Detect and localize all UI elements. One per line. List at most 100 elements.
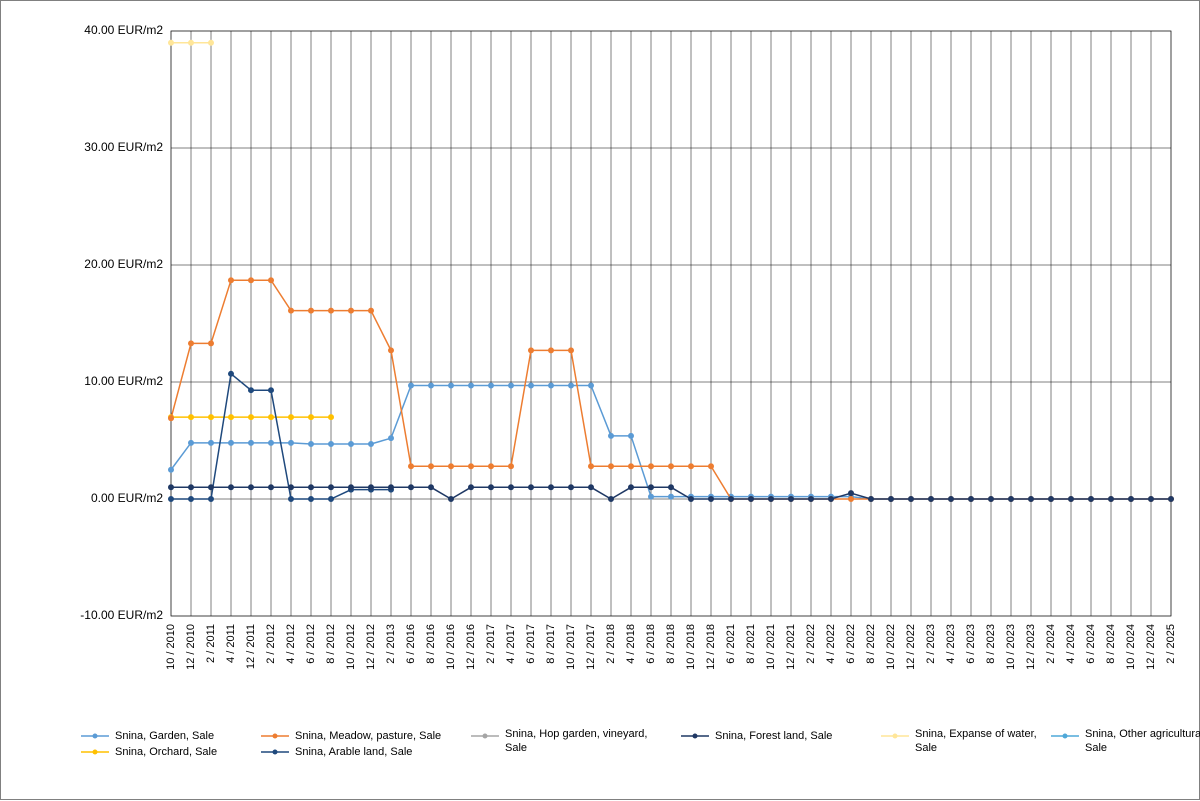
- x-axis-label: 12 / 2023: [1025, 624, 1037, 670]
- series-marker: [1129, 497, 1134, 502]
- series-marker: [169, 467, 174, 472]
- legend-label: Snina, Orchard, Sale: [115, 746, 217, 758]
- series-marker: [209, 341, 214, 346]
- x-axis-label: 10 / 2018: [685, 624, 697, 670]
- series-marker: [269, 485, 274, 490]
- series-marker: [389, 348, 394, 353]
- series-marker: [209, 497, 214, 502]
- x-axis-label: 10 / 2017: [565, 624, 577, 670]
- series-marker: [209, 415, 214, 420]
- series-marker: [169, 40, 174, 45]
- series-marker: [929, 497, 934, 502]
- x-axis-label: 6 / 2016: [405, 624, 417, 664]
- x-axis-label: 4 / 2023: [945, 624, 957, 664]
- series-marker: [189, 341, 194, 346]
- series-marker: [189, 415, 194, 420]
- series-marker: [469, 383, 474, 388]
- legend-label: Snina, Arable land, Sale: [295, 746, 412, 758]
- series-marker: [829, 497, 834, 502]
- legend-swatch-marker: [273, 734, 278, 739]
- y-axis-label: 20.00 EUR/m2: [84, 257, 163, 271]
- series-marker: [709, 497, 714, 502]
- x-axis-label: 2 / 2023: [925, 624, 937, 664]
- series-marker: [189, 485, 194, 490]
- x-axis-label: 12 / 2010: [185, 624, 197, 670]
- series-marker: [789, 497, 794, 502]
- y-axis-label: 40.00 EUR/m2: [84, 23, 163, 37]
- series-marker: [589, 464, 594, 469]
- legend-label: Snina, Hop garden, vineyard,: [505, 728, 647, 740]
- x-axis-label: 6 / 2022: [845, 624, 857, 664]
- series-marker: [349, 485, 354, 490]
- series-marker: [189, 440, 194, 445]
- series-marker: [209, 485, 214, 490]
- series-marker: [229, 415, 234, 420]
- series-marker: [649, 494, 654, 499]
- series-marker: [249, 388, 254, 393]
- x-axis-label: 12 / 2017: [585, 624, 597, 670]
- x-axis-label: 4 / 2011: [225, 624, 237, 663]
- series-marker: [669, 485, 674, 490]
- legend-swatch-marker: [693, 734, 698, 739]
- series-marker: [609, 464, 614, 469]
- legend-label: Snina, Meadow, pasture, Sale: [295, 730, 441, 742]
- series-marker: [849, 497, 854, 502]
- series-marker: [869, 497, 874, 502]
- series-marker: [389, 485, 394, 490]
- series-marker: [529, 485, 534, 490]
- x-axis-label: 2 / 2022: [805, 624, 817, 664]
- legend: Snina, Garden, SaleSnina, Orchard, SaleS…: [81, 728, 1200, 758]
- series-marker: [529, 348, 534, 353]
- series-marker: [289, 485, 294, 490]
- x-axis-label: 8 / 2022: [865, 624, 877, 664]
- series-marker: [249, 440, 254, 445]
- x-axis-label: 10 / 2012: [345, 624, 357, 670]
- x-axis-label: 4 / 2012: [285, 624, 297, 664]
- series: [169, 415, 334, 420]
- series-marker: [269, 440, 274, 445]
- series-marker: [409, 464, 414, 469]
- series-marker: [309, 308, 314, 313]
- legend-swatch-marker: [483, 734, 488, 739]
- series-marker: [349, 308, 354, 313]
- series-marker: [469, 485, 474, 490]
- y-axis-label: 10.00 EUR/m2: [84, 374, 163, 388]
- series-marker: [409, 383, 414, 388]
- series-marker: [189, 497, 194, 502]
- series-marker: [949, 497, 954, 502]
- series-marker: [1009, 497, 1014, 502]
- series-marker: [1089, 497, 1094, 502]
- legend-swatch-marker: [893, 734, 898, 739]
- legend-label-line2: Sale: [505, 742, 527, 754]
- series-marker: [809, 497, 814, 502]
- series-marker: [709, 464, 714, 469]
- series-marker: [209, 40, 214, 45]
- series-line: [171, 374, 391, 499]
- x-axis-label: 2 / 2025: [1165, 624, 1177, 664]
- series-marker: [489, 485, 494, 490]
- series-marker: [189, 40, 194, 45]
- series-marker: [309, 415, 314, 420]
- series-marker: [509, 464, 514, 469]
- series-marker: [289, 497, 294, 502]
- x-axis-labels: 10 / 201012 / 20102 / 20114 / 201112 / 2…: [165, 624, 1177, 670]
- series-marker: [229, 278, 234, 283]
- x-axis-label: 6 / 2017: [525, 624, 537, 664]
- legend-label: Snina, Expanse of water,: [915, 728, 1037, 740]
- series-marker: [749, 497, 754, 502]
- series-marker: [669, 494, 674, 499]
- x-axis-label: 6 / 2024: [1085, 624, 1097, 664]
- series-marker: [289, 415, 294, 420]
- x-axis-label: 2 / 2024: [1045, 624, 1057, 664]
- series-marker: [689, 497, 694, 502]
- series-marker: [1069, 497, 1074, 502]
- series-marker: [729, 497, 734, 502]
- series-marker: [269, 415, 274, 420]
- series-marker: [409, 485, 414, 490]
- series-marker: [969, 497, 974, 502]
- series-marker: [849, 491, 854, 496]
- x-axis-label: 8 / 2016: [425, 624, 437, 664]
- x-axis-label: 2 / 2013: [385, 624, 397, 664]
- series-marker: [649, 485, 654, 490]
- series-marker: [169, 416, 174, 421]
